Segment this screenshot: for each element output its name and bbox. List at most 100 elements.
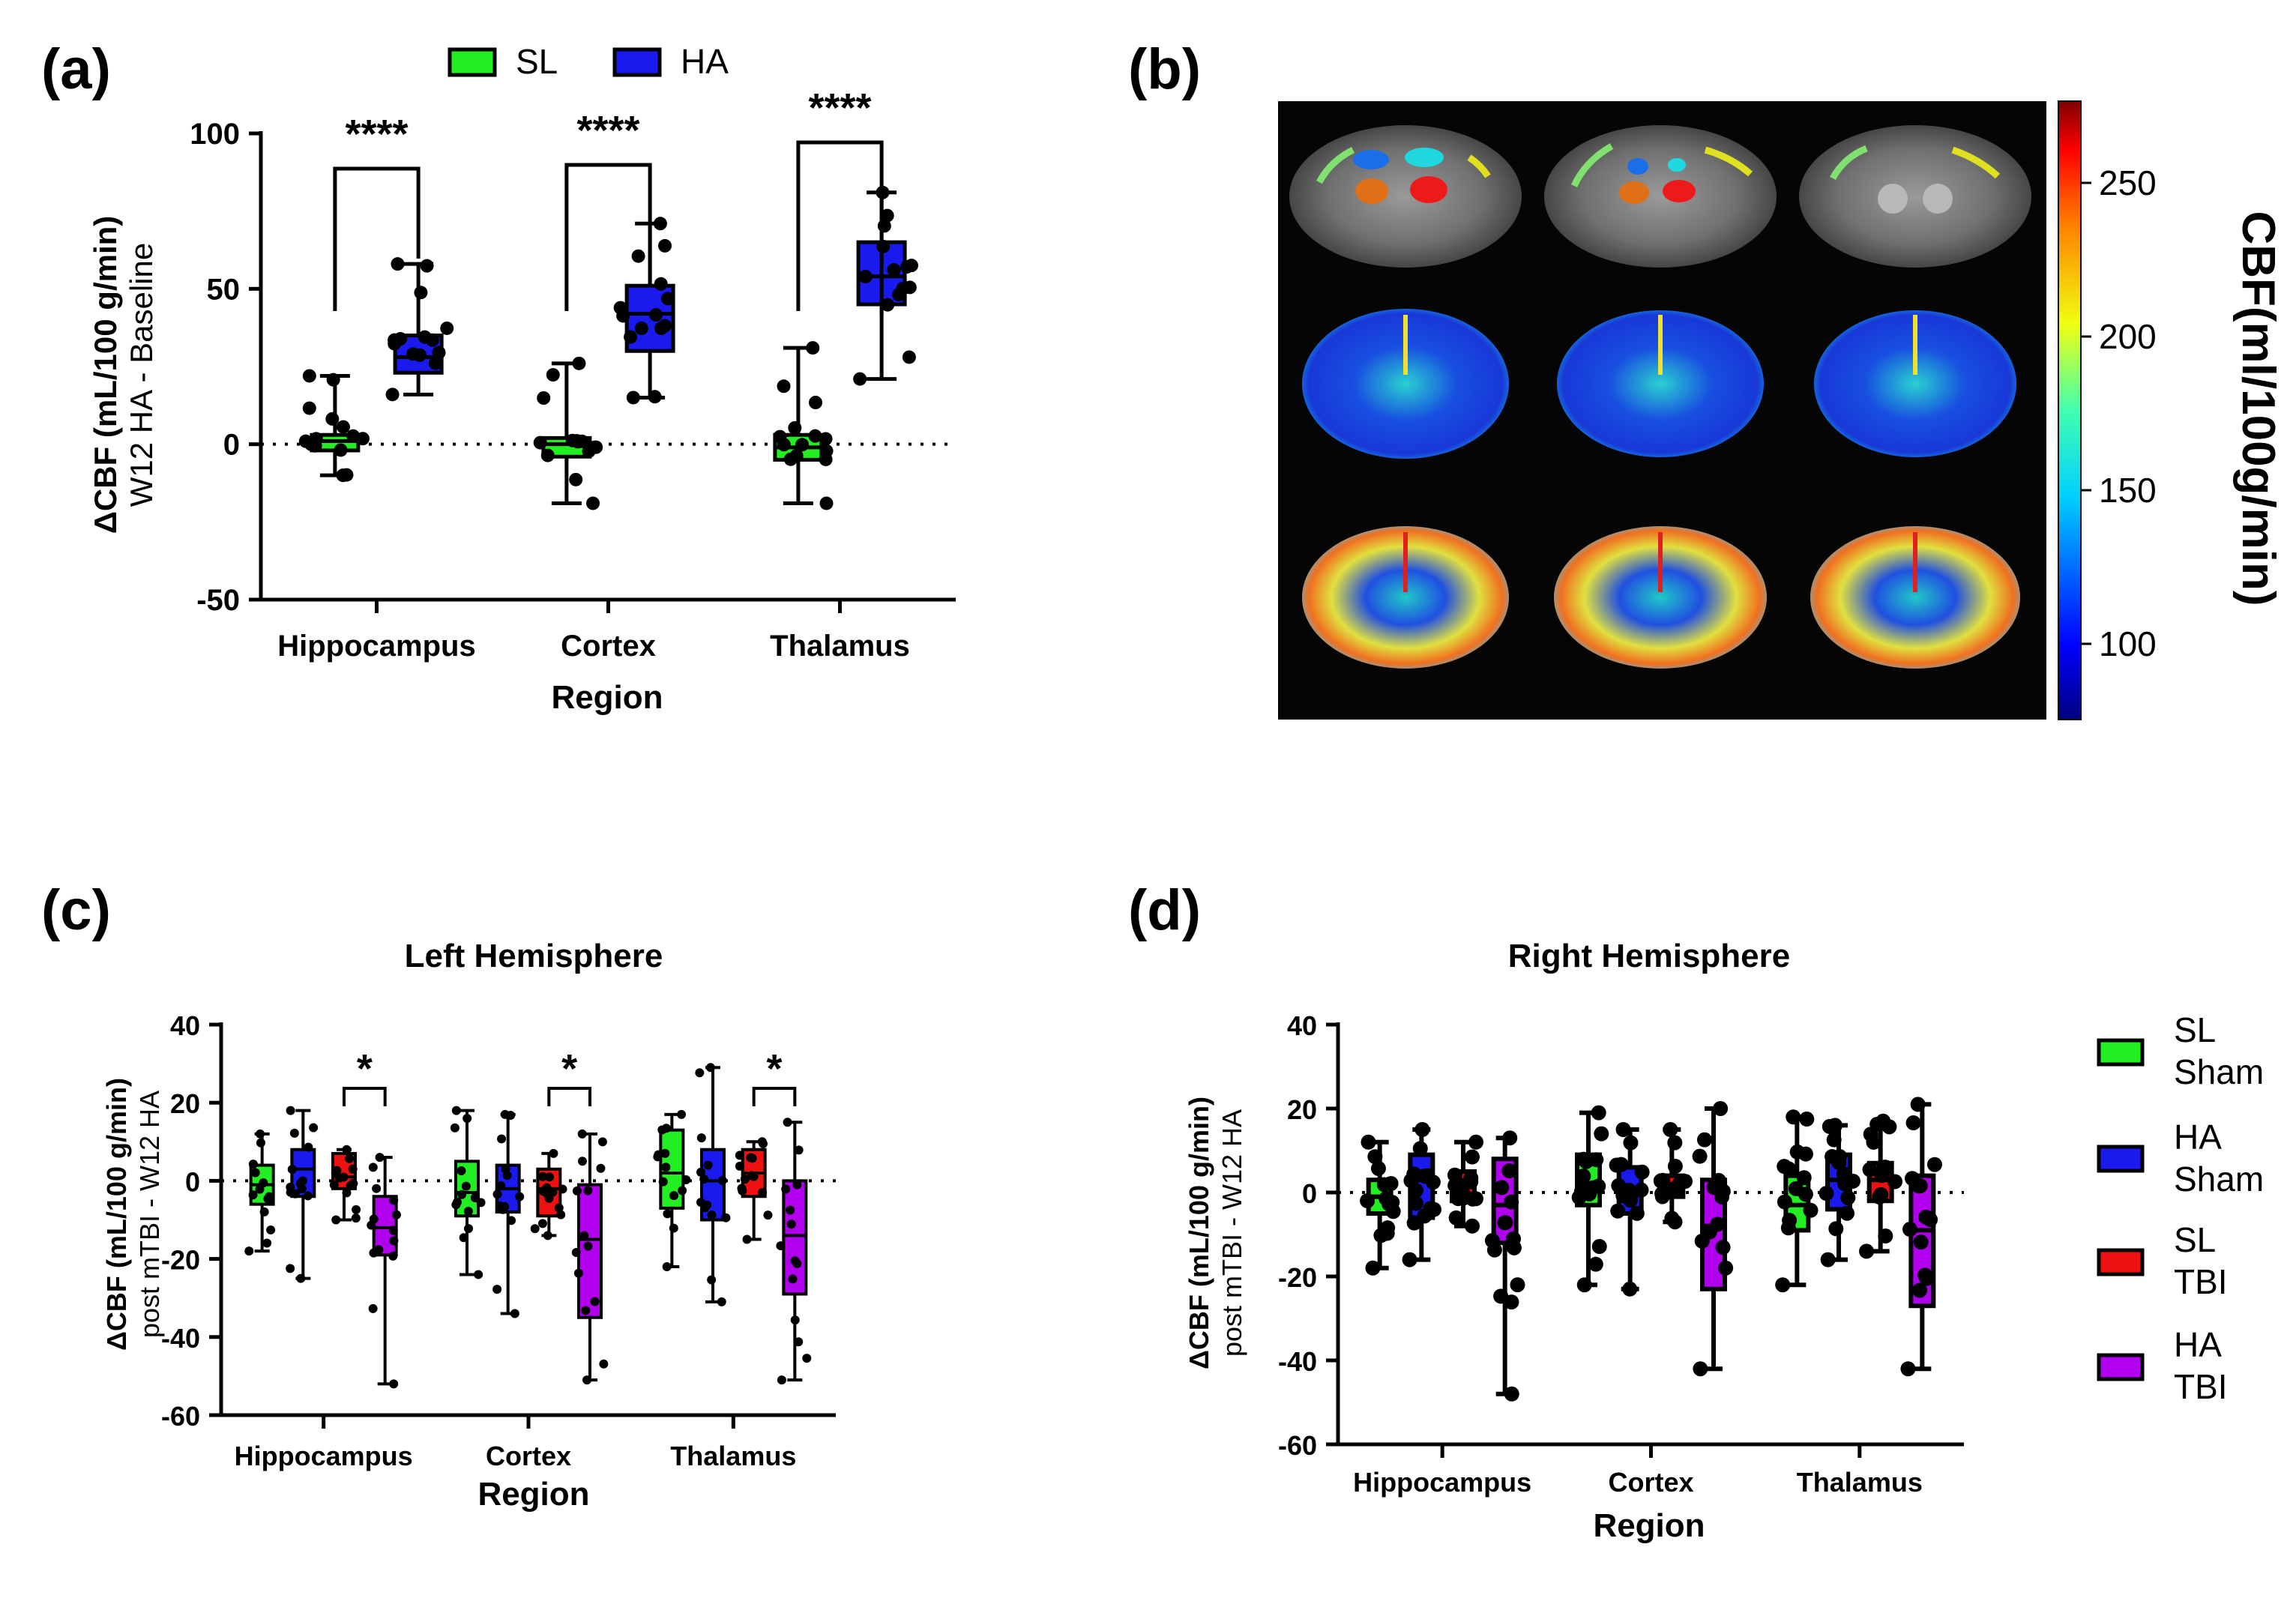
data-point (654, 277, 668, 291)
data-point (1501, 1163, 1517, 1179)
x-tick-label: Cortex (486, 1441, 571, 1471)
data-point (1448, 1210, 1464, 1225)
data-point (538, 1172, 548, 1181)
legend-a-ha-swatch (612, 47, 662, 77)
data-point (1839, 1205, 1855, 1221)
legend-d-ha-sham-line1: HA (2174, 1118, 2222, 1157)
data-point (663, 1209, 672, 1219)
chart-a-ylabel-sub: W12 HA - Baseline (124, 243, 159, 507)
significance-bracket (796, 140, 884, 315)
data-point (496, 1181, 506, 1191)
data-point (1594, 1126, 1609, 1142)
data-point (1623, 1193, 1639, 1208)
y-tick-label: 20 (1287, 1094, 1317, 1125)
data-point (286, 1182, 295, 1192)
data-point (1910, 1097, 1926, 1112)
data-point (506, 1111, 516, 1121)
data-point (781, 1184, 791, 1194)
x-tick-label: Cortex (1608, 1467, 1693, 1498)
data-point (599, 1359, 609, 1369)
data-point (1803, 1202, 1819, 1218)
y-tick-label: 0 (185, 1166, 200, 1197)
data-point (309, 432, 323, 446)
data-point (1634, 1164, 1650, 1180)
data-point (1376, 1177, 1392, 1193)
data-point (1654, 1189, 1670, 1205)
data-point (262, 1238, 272, 1248)
y-tick-label: -20 (161, 1245, 200, 1276)
data-point (681, 1175, 691, 1184)
data-point (1663, 1122, 1678, 1137)
y-tick-label: 100 (190, 118, 240, 151)
data-point (259, 1207, 269, 1216)
significance-bracket (752, 1087, 797, 1106)
data-point (881, 298, 895, 312)
data-point (660, 1148, 670, 1158)
data-point (582, 1375, 592, 1385)
legend-d-ha-sham-swatch (2097, 1145, 2145, 1173)
data-point (1862, 1162, 1878, 1178)
data-point (1378, 1191, 1394, 1207)
data-point (1615, 1122, 1631, 1137)
data-point (586, 496, 600, 510)
chart-a-ylabel: ΔCBF (mL/100 g/min) (88, 216, 123, 534)
data-point (1591, 1105, 1606, 1121)
data-point (572, 1186, 582, 1196)
data-point (369, 1248, 379, 1258)
data-point (461, 1181, 471, 1191)
data-point (657, 1125, 667, 1135)
data-point (1361, 1134, 1376, 1150)
data-point (1414, 1122, 1430, 1137)
data-point (497, 1134, 507, 1144)
y-tick-label: -40 (161, 1323, 200, 1354)
data-point (661, 1163, 671, 1172)
roi-hippocampus-left (1353, 150, 1389, 169)
chart-d-ylabel-sub: post mTBI - W12 HA (1217, 1109, 1247, 1357)
mri-row-cbf-1 (1302, 309, 2016, 459)
data-point (351, 1213, 361, 1223)
data-point (758, 1188, 768, 1198)
data-point (289, 1128, 299, 1138)
y-tick-label: 50 (207, 273, 241, 306)
legend-d-ha-tbi-swatch (2097, 1353, 2145, 1381)
data-point (1609, 1157, 1624, 1173)
data-point (1822, 1118, 1837, 1134)
data-point (658, 1177, 668, 1187)
data-point (1373, 1228, 1389, 1243)
data-point (649, 308, 663, 322)
data-point (420, 259, 434, 273)
legend-d-sl-tbi-line2: TBI (2174, 1262, 2228, 1301)
significance-bracket (547, 1087, 591, 1106)
data-point (1874, 1168, 1890, 1184)
data-point (631, 249, 645, 263)
data-point (1655, 1172, 1671, 1188)
data-point (1504, 1386, 1519, 1402)
data-point (1412, 1141, 1428, 1157)
data-point (388, 1251, 398, 1261)
data-point (880, 208, 894, 223)
chart-d-ylabel: ΔCBF (mL/100 g/min) (1184, 1097, 1214, 1369)
data-point (286, 1106, 295, 1115)
chart-a: 100 50 0 -50 Hippocampus Cortex Thalamus **** **… (190, 85, 956, 663)
data-point (1715, 1240, 1731, 1255)
data-point (546, 368, 560, 382)
data-point (457, 1166, 466, 1176)
data-point (256, 1138, 265, 1148)
data-point (1633, 1182, 1649, 1198)
data-point (1403, 1173, 1419, 1189)
significance-label: * (357, 1046, 373, 1091)
data-point (304, 1142, 313, 1152)
data-point (389, 1379, 399, 1389)
data-point (342, 1145, 352, 1154)
data-point (474, 1270, 483, 1279)
data-point (747, 1171, 756, 1181)
data-point (678, 1186, 687, 1196)
data-point (501, 1164, 510, 1174)
data-point (788, 1274, 798, 1284)
data-point (717, 1176, 727, 1186)
data-point (1365, 1260, 1381, 1276)
y-tick-label: 40 (1287, 1010, 1317, 1041)
data-point (1796, 1170, 1812, 1186)
legend-d-sl-sham-swatch (2097, 1038, 2145, 1067)
data-point (345, 1154, 355, 1163)
